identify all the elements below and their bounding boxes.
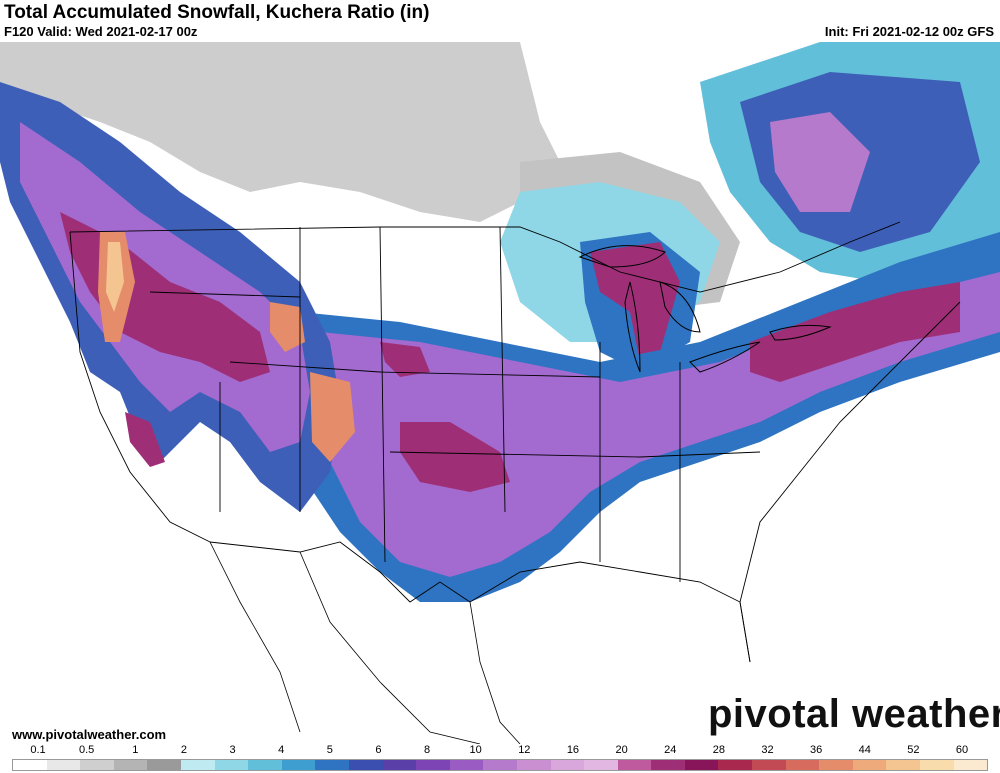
east-coast bbox=[739, 301, 961, 663]
mexico-gulf-coast bbox=[469, 601, 521, 744]
legend-label: 2 bbox=[180, 744, 187, 756]
legend-label: 16 bbox=[566, 744, 580, 756]
snow-area-canada-west bbox=[0, 42, 560, 222]
legend-swatch bbox=[483, 760, 517, 770]
us-west-coast bbox=[69, 231, 211, 543]
legend-labels: 0.1 0.5 1 2 3 4 5 6 8 10 12 16 20 24 28 32 36 44 52 60 bbox=[0, 744, 1000, 758]
state-line-9 bbox=[149, 291, 301, 298]
legend-colorbar bbox=[12, 759, 988, 771]
legend-swatch bbox=[684, 760, 719, 770]
lake-superior bbox=[578, 245, 666, 268]
legend-swatch bbox=[416, 760, 450, 770]
legend-label: 32 bbox=[761, 744, 774, 756]
lake-erie bbox=[689, 341, 761, 373]
snow-main-band bbox=[300, 232, 1000, 602]
great-lakes-outlines bbox=[578, 245, 832, 373]
us-canada-border bbox=[69, 221, 901, 293]
legend-label: 28 bbox=[712, 744, 725, 756]
snowfall-map bbox=[0, 42, 1000, 744]
legend-swatch bbox=[348, 760, 383, 770]
snow-area-band-magenta-ne bbox=[750, 282, 960, 382]
legend-label: 36 bbox=[809, 744, 823, 756]
legend-swatch bbox=[752, 760, 786, 770]
lake-huron bbox=[659, 281, 701, 333]
map-title: Total Accumulated Snowfall, Kuchera Rati… bbox=[4, 2, 430, 23]
legend-swatch bbox=[113, 760, 148, 770]
legend-swatch bbox=[13, 760, 47, 770]
legend-label: 3 bbox=[229, 744, 236, 756]
mexico-mainland bbox=[299, 551, 481, 744]
color-legend: 0.1 0.5 1 2 3 4 5 6 8 10 12 16 20 24 28 32 36 44 52 60 bbox=[0, 744, 1000, 773]
snow-area-band-magenta-ks bbox=[380, 342, 430, 377]
legend-swatch bbox=[46, 760, 81, 770]
legend-swatch bbox=[449, 760, 484, 770]
legend-swatch bbox=[651, 760, 685, 770]
init-time: Init: Fri 2021-02-12 00z GFS bbox=[824, 24, 994, 39]
legend-label: 1 bbox=[132, 744, 139, 756]
legend-swatch bbox=[785, 760, 820, 770]
legend-label: 6 bbox=[375, 744, 382, 756]
legend-swatch bbox=[147, 760, 181, 770]
snow-west bbox=[0, 82, 355, 512]
valid-time: F120 Valid: Wed 2021-02-17 00z bbox=[4, 24, 198, 39]
legend-label: 44 bbox=[858, 744, 871, 756]
snow-area-wasatch-orange bbox=[270, 302, 305, 352]
legend-label: 4 bbox=[278, 744, 285, 756]
snow-area-cascades-tan bbox=[106, 242, 124, 312]
legend-swatch bbox=[617, 760, 652, 770]
legend-swatch bbox=[852, 760, 887, 770]
legend-swatch bbox=[214, 760, 249, 770]
state-line-6 bbox=[389, 451, 761, 458]
legend-swatch bbox=[550, 760, 585, 770]
legend-label: 20 bbox=[615, 744, 628, 756]
legend-swatch bbox=[920, 760, 954, 770]
legend-swatch bbox=[382, 760, 417, 770]
legend-swatch bbox=[584, 760, 618, 770]
state-line-2 bbox=[379, 226, 386, 563]
header: Total Accumulated Snowfall, Kuchera Rati… bbox=[0, 0, 1000, 42]
legend-swatch bbox=[180, 760, 215, 770]
legend-swatch bbox=[315, 760, 349, 770]
snow-area-michigan-magenta bbox=[590, 242, 680, 362]
legend-label: 60 bbox=[955, 744, 969, 756]
brand-logo: pivotal weather bbox=[708, 692, 1000, 736]
legend-swatch bbox=[819, 760, 853, 770]
legend-swatch bbox=[248, 760, 282, 770]
state-line-5 bbox=[379, 371, 601, 378]
lake-michigan bbox=[624, 281, 641, 373]
political-borders bbox=[69, 221, 961, 663]
lake-ontario bbox=[769, 324, 832, 341]
legend-label: 0.5 bbox=[78, 744, 95, 756]
state-line-3 bbox=[499, 226, 506, 513]
legend-label: 12 bbox=[518, 744, 531, 756]
baja-california bbox=[209, 541, 301, 733]
legend-swatch bbox=[953, 760, 988, 770]
snow-area-sierra-magenta bbox=[125, 412, 165, 467]
state-line-4 bbox=[229, 361, 381, 373]
legend-label: 24 bbox=[664, 744, 677, 756]
legend-label: 8 bbox=[423, 744, 431, 756]
snow-area-quebec-purple bbox=[770, 112, 870, 212]
snow-area-rockies-orange bbox=[310, 372, 355, 462]
legend-swatch bbox=[516, 760, 551, 770]
snow-northeast-canada bbox=[700, 42, 1000, 282]
legend-label: 52 bbox=[907, 744, 920, 756]
mexico-outline bbox=[209, 541, 521, 744]
website-url: www.pivotalweather.com bbox=[12, 727, 167, 742]
snow-area-band-magenta-plains bbox=[400, 422, 510, 492]
legend-swatch bbox=[718, 760, 753, 770]
legend-swatch bbox=[281, 760, 316, 770]
legend-label: 0.1 bbox=[30, 744, 46, 756]
legend-swatch bbox=[886, 760, 921, 770]
legend-label: 10 bbox=[469, 744, 482, 756]
legend-label: 5 bbox=[326, 744, 333, 756]
legend-swatch bbox=[80, 760, 114, 770]
